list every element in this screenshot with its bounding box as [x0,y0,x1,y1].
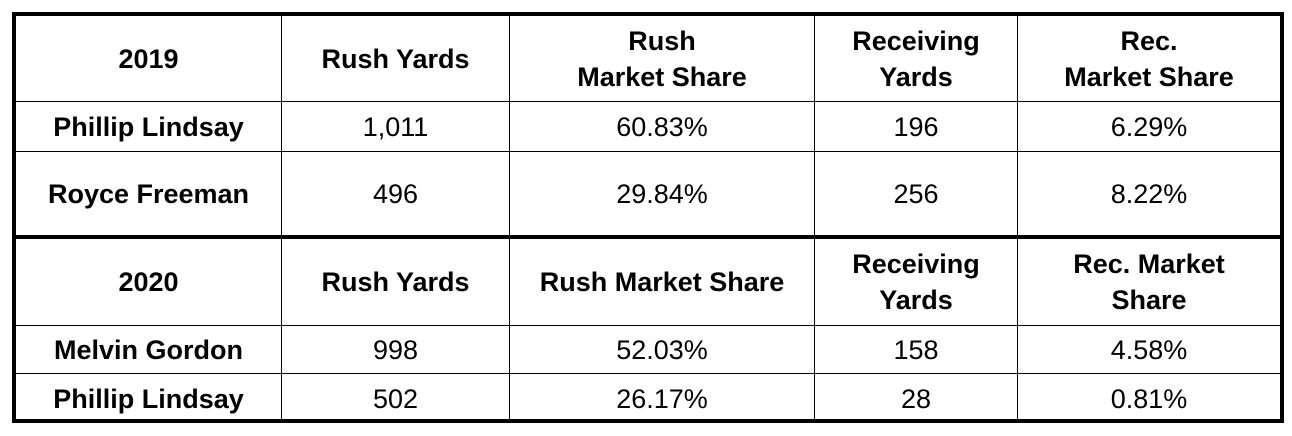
stat-cell: 60.83% [510,102,815,152]
stat-cell: 8.22% [1110,178,1188,209]
header-cell: Rec. Market Share [1018,16,1280,102]
header-cell: Rush Market Share [510,16,815,102]
player-name: Royce Freeman [16,152,282,235]
header-cell: Receiving Yards [815,16,1018,102]
stat-cell: 1,011 [282,102,510,152]
stats-table: 2019 Rush Yards Rush Market Share Receiving… [12,12,1284,423]
stat-cell: 0.81% [1110,383,1188,414]
stat-cell: 6.29% [1018,102,1280,152]
stat-cell: 998 [282,326,510,374]
stat-cell: 28 [815,374,1018,423]
header-cell: Rush Yards [282,16,510,102]
header-cell: Rush Market Share [510,239,815,326]
header-cell: Receiving Yards [815,239,1018,326]
stat-cell: 496 [282,152,510,235]
header-cell: Rec. Market Share [1018,239,1280,326]
stat-cell: 29.84% [510,152,815,235]
stat-cell: 196 [815,102,1018,152]
player-name: Melvin Gordon [16,326,282,374]
section-divider [16,235,1280,239]
stat-cell: 502 [282,374,510,423]
stat-cell: 26.17% [510,374,815,423]
stat-cell: 256 [815,152,1018,235]
header-cell: 2019 [16,16,282,102]
stat-cell: 158 [815,326,1018,374]
stat-cell: 52.03% [510,326,815,374]
header-cell: 2020 [16,239,282,326]
stat-cell: 4.58% [1018,326,1280,374]
player-name: Phillip Lindsay [16,374,282,423]
player-name: Phillip Lindsay [16,102,282,152]
header-cell: Rush Yards [282,239,510,326]
